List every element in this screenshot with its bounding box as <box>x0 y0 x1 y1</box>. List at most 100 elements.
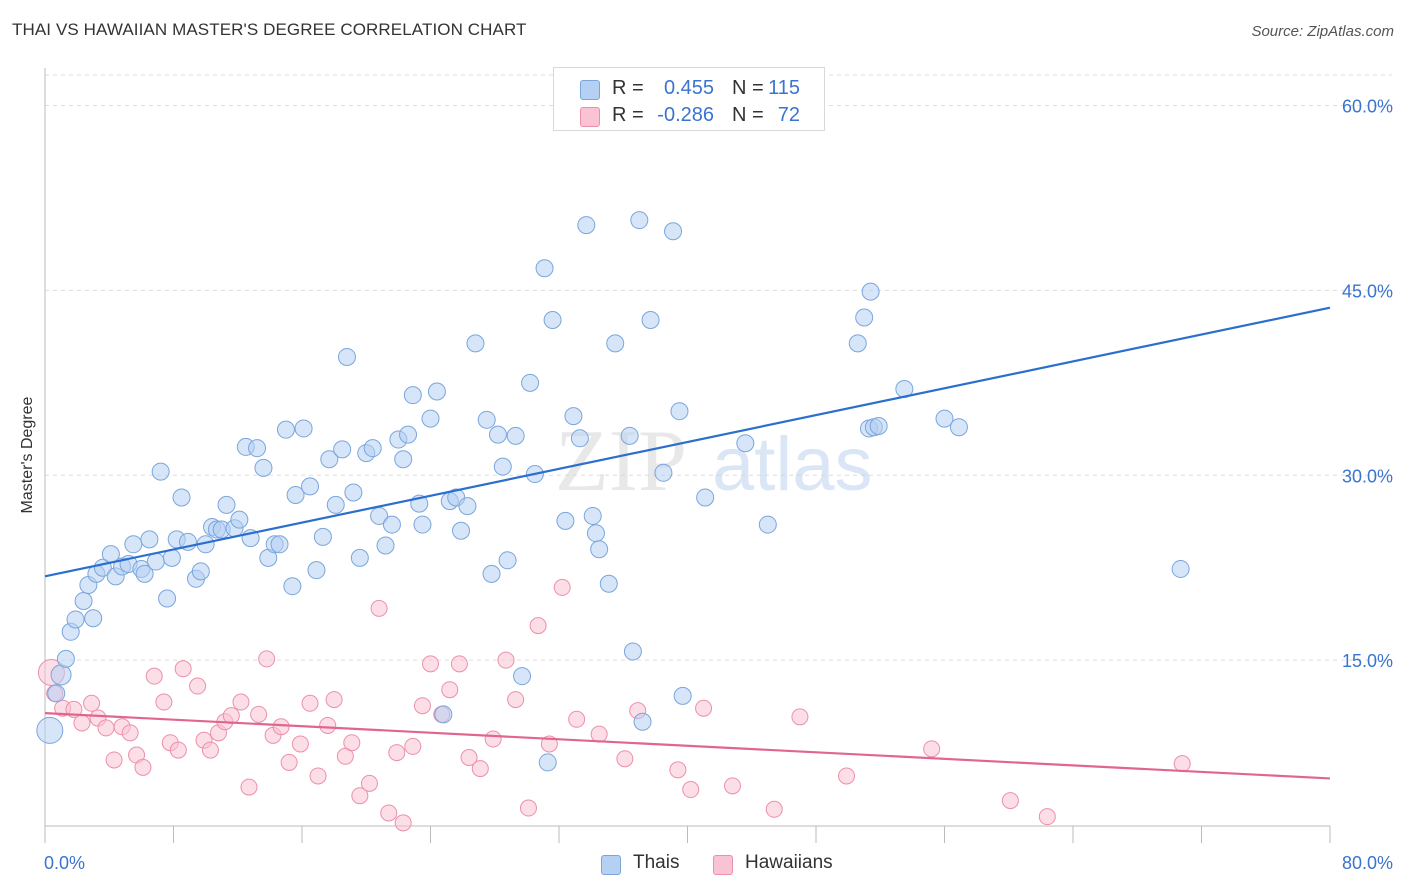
n-value: 72 <box>777 104 800 126</box>
thai-point <box>466 334 485 353</box>
hawaiian-point <box>301 694 319 712</box>
y-tick-label: 30.0% <box>1342 466 1393 486</box>
thai-point <box>276 420 295 439</box>
thai-point <box>124 535 143 554</box>
thai-point <box>521 373 540 392</box>
x-tick-label-min: 0.0% <box>44 853 85 873</box>
thai-point <box>736 434 755 453</box>
gridlines <box>45 74 1392 661</box>
hawaiian-point <box>134 758 152 776</box>
hawaiian-point <box>1038 808 1056 826</box>
thai-point <box>74 591 93 610</box>
thai-point <box>217 495 236 514</box>
hawaiian-point <box>394 814 412 832</box>
correlation-legend: R = 0.455 N = 115 R = -0.286 N = 72 <box>553 67 825 131</box>
hawaiian-point <box>174 660 192 678</box>
y-tick-label: 45.0% <box>1342 281 1393 301</box>
thais-trendline <box>44 306 1331 578</box>
thai-point <box>482 564 501 583</box>
thai-point <box>172 488 191 507</box>
watermark-atlas: atlas <box>712 422 873 507</box>
thai-point <box>320 450 339 469</box>
thai-point <box>434 705 453 724</box>
hawaiian-point <box>497 651 515 669</box>
hawaiian-point <box>616 750 634 768</box>
hawaiian-point <box>450 655 468 673</box>
thai-point <box>47 684 66 703</box>
thai-point <box>382 515 401 534</box>
thai-point <box>633 712 652 731</box>
thai-point <box>758 515 777 534</box>
legend-row-thais: R = 0.455 N = 115 <box>554 76 824 100</box>
hawaiian-point <box>73 714 91 732</box>
hawaiian-point <box>169 741 187 759</box>
thai-point <box>84 609 103 628</box>
thai-point <box>935 409 954 428</box>
thai-point <box>949 418 968 437</box>
thai-point <box>326 495 345 514</box>
thai-point <box>427 382 446 401</box>
thai-point <box>294 419 313 438</box>
hawaiian-point <box>325 691 343 709</box>
thai-point <box>654 463 673 482</box>
thai-point <box>230 510 249 529</box>
tick-labels: 15.0% 30.0% 45.0% 60.0% 0.0% 80.0% <box>44 97 1393 873</box>
thais-swatch <box>601 855 621 875</box>
thai-point <box>630 211 649 230</box>
r-value: 0.455 <box>663 77 714 99</box>
hawaiian-point <box>838 767 856 785</box>
thai-point <box>135 564 154 583</box>
thai-point <box>590 540 609 559</box>
thai-point <box>623 642 642 661</box>
thai-point <box>564 407 583 426</box>
legend-label: Hawaiians <box>745 852 833 873</box>
thai-point <box>394 450 413 469</box>
thai-point <box>146 552 165 571</box>
hawaiian-point <box>1001 792 1019 810</box>
thai-point <box>477 410 496 429</box>
hawaiian-point <box>484 730 502 748</box>
thai-point <box>488 425 507 444</box>
hawaiian-point <box>682 781 700 799</box>
thai-point <box>506 426 525 445</box>
hawaiian-point <box>121 724 139 742</box>
thai-point <box>861 282 880 301</box>
n-label: N = <box>732 104 764 126</box>
hawaiian-point <box>319 716 337 734</box>
watermark: ZIP atlas <box>555 413 873 510</box>
hawaiian-point <box>529 617 547 635</box>
thai-point <box>498 551 517 570</box>
hawaiian-point <box>923 740 941 758</box>
thai-point <box>151 462 170 481</box>
hawaiians-trendline <box>44 712 1331 780</box>
thai-point <box>458 497 477 516</box>
thai-point <box>344 483 363 502</box>
hawaiian-point <box>413 697 431 715</box>
legend-label: Thais <box>633 852 680 873</box>
hawaiian-point <box>97 719 115 737</box>
thai-point <box>1171 559 1190 578</box>
series-legend: Thais Hawaiians <box>0 850 1406 878</box>
thai-point <box>191 562 210 581</box>
thai-point <box>855 308 874 327</box>
hawaiian-point <box>388 744 406 762</box>
trendlines <box>44 306 1331 780</box>
hawaiian-point <box>723 777 741 795</box>
hawaiian-point <box>222 707 240 725</box>
y-axis-label: Master's Degree <box>19 396 36 514</box>
hawaiian-point <box>272 718 290 736</box>
hawaiian-point <box>507 691 525 709</box>
thai-point <box>493 457 512 476</box>
thai-point <box>570 429 589 448</box>
thai-point <box>140 530 159 549</box>
hawaiian-point <box>471 760 489 778</box>
thai-point <box>333 440 352 459</box>
thai-point <box>286 485 305 504</box>
r-value: -0.286 <box>657 104 714 126</box>
chart-source: Source: ZipAtlas.com <box>1251 23 1394 40</box>
thai-point <box>848 334 867 353</box>
thai-point <box>50 664 72 686</box>
hawaiian-point <box>280 753 298 771</box>
hawaiian-point <box>145 667 163 685</box>
